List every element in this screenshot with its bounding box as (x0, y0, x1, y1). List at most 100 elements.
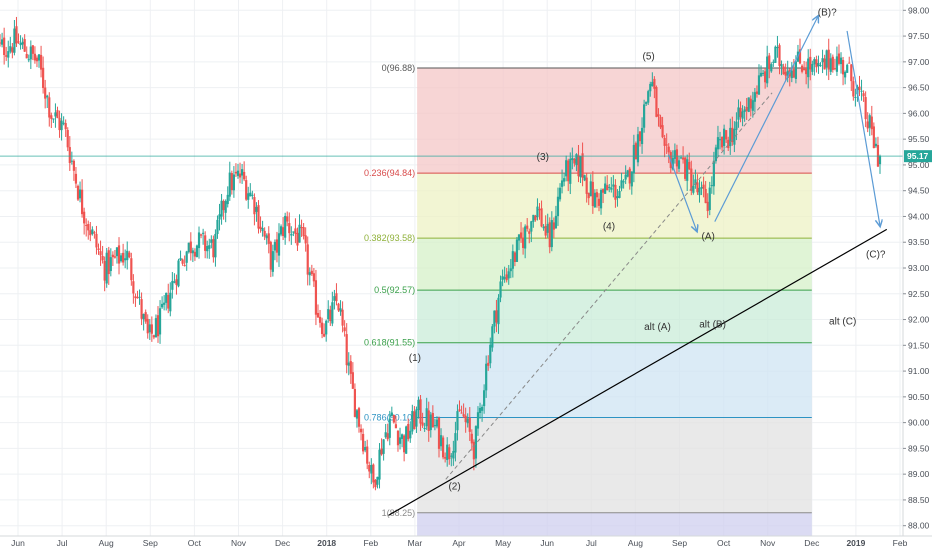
candle-body (694, 179, 697, 185)
time-tick-label: Aug (628, 538, 643, 548)
candle-body (80, 189, 84, 215)
candle-body (113, 256, 117, 258)
candle-body (774, 46, 777, 63)
time-axis[interactable]: Jun Jul Aug Sep Oct Nov Dec 2018 Feb Mar Apr May Jun… (0, 535, 932, 550)
candle-body (183, 265, 186, 267)
candle-body (651, 81, 654, 87)
wave-arrow[interactable] (667, 154, 697, 232)
time-tick-label: 2019 (846, 538, 865, 548)
candle-body (282, 227, 285, 236)
candle-body (220, 200, 223, 217)
candle-body (29, 46, 32, 60)
dashed-trendline[interactable] (445, 92, 773, 480)
candle-body (599, 190, 603, 209)
candle-body (768, 55, 771, 69)
candle-body (815, 59, 818, 68)
candle-body (0, 42, 2, 44)
candle-body (466, 418, 469, 424)
candle-body (636, 134, 640, 163)
time-tick-label: May (495, 538, 512, 548)
candle-body (690, 168, 693, 191)
fib-zone (417, 238, 812, 291)
trendline[interactable] (388, 228, 888, 516)
fib-level-label: 0.382(93.58) (364, 233, 415, 243)
candle-body (860, 90, 863, 92)
candle-body (645, 101, 648, 104)
candle-body (85, 224, 88, 226)
candle-body (384, 432, 387, 438)
candle-body (56, 110, 59, 119)
candle-body (68, 147, 71, 164)
candle-body (622, 181, 625, 183)
candle-body (741, 111, 744, 119)
candle-body (731, 127, 734, 143)
candle-body (117, 245, 121, 264)
price-axis[interactable]: 88.00 88.50 89.00 89.50 90.00 90.50 91.00 91.50… (902, 0, 932, 550)
candle-body (204, 235, 207, 251)
candle-body (130, 258, 133, 281)
candle-body (253, 197, 256, 215)
candle-body (866, 121, 869, 129)
candle-body (692, 185, 695, 193)
wave-label: (5) (643, 51, 655, 62)
last-price-badge-text: 95.17 (907, 151, 929, 161)
time-tick-label: Feb (363, 538, 378, 548)
candle-body (286, 216, 289, 222)
price-tick-label: 89.50 (908, 443, 930, 453)
candle-body (702, 184, 705, 189)
candle-body (345, 334, 348, 366)
candle-body (786, 70, 789, 78)
price-tick-label: 88.50 (908, 495, 930, 505)
candle-body (411, 410, 414, 432)
candle-body (271, 251, 274, 272)
candle-body (573, 158, 576, 164)
candle-body (591, 181, 594, 207)
candle-body (224, 201, 227, 213)
candle-body (800, 65, 804, 72)
candle-body (583, 175, 586, 181)
candle-body (255, 206, 258, 212)
candle-body (146, 318, 149, 334)
candle-body (48, 97, 51, 118)
candle-body (42, 67, 45, 88)
candle-body (228, 172, 231, 197)
candle-body (778, 45, 781, 66)
candle-body (798, 49, 802, 64)
candle-body (686, 159, 689, 181)
candle-body (630, 171, 633, 187)
candle-body (197, 232, 201, 249)
candle-body (776, 47, 779, 49)
candle-body (606, 185, 609, 191)
fib-level-label: 0.236(94.84) (364, 168, 415, 178)
candle-body (442, 437, 445, 458)
candle-body (433, 425, 436, 427)
candle-body (714, 147, 718, 162)
candle-body (296, 232, 299, 246)
candle-body (638, 131, 642, 142)
candle-body (226, 194, 229, 205)
candle-body (841, 60, 845, 75)
candle-body (870, 116, 873, 130)
candle-body (764, 71, 767, 83)
candle-body (540, 208, 543, 227)
candle-body (126, 250, 129, 261)
wave-arrow[interactable] (846, 30, 880, 227)
candle-body (230, 173, 233, 191)
candle-body (632, 144, 635, 174)
candle-body (718, 139, 722, 141)
candle-body (470, 433, 473, 444)
candle-body (318, 316, 322, 323)
candle-body (519, 232, 523, 238)
wave-arrow[interactable] (714, 15, 819, 222)
candle-body (437, 417, 441, 449)
fib-zone (417, 342, 812, 418)
candle-body (257, 205, 260, 229)
candle-body (745, 106, 748, 111)
candle-body (277, 233, 281, 256)
time-tick-label: Aug (99, 538, 114, 548)
candle-body (448, 447, 451, 459)
candle-body (807, 58, 810, 78)
candle-body (679, 157, 683, 159)
candle-body (177, 260, 180, 287)
candle-body (489, 344, 492, 364)
